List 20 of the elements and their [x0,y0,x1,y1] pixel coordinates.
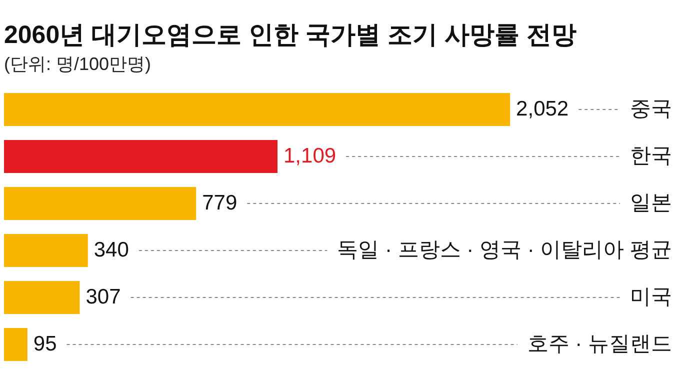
y-tick-label: 일본 [630,192,672,214]
data-label: 307 [86,286,121,308]
data-label: 2,052 [516,98,569,120]
bar [4,234,88,267]
y-tick-label: 독일 · 프랑스 · 영국 · 이탈리아 평균 [337,238,672,262]
bar [4,328,28,361]
y-tick-label: 중국 [630,98,672,120]
data-label: 340 [94,238,129,262]
y-tick-label: 호주 · 뉴질랜드 [527,332,672,356]
chart-subtitle: (단위: 명/100만명) [4,54,152,74]
y-tick-label: 미국 [630,286,672,308]
chart-title: 2060년 대기오염으로 인한 국가별 조기 사망률 전망 [4,21,576,49]
data-label: 95 [33,332,57,356]
y-tick-label: 한국 [630,144,672,168]
bar [4,140,278,173]
bar [4,281,80,314]
bar [4,93,510,126]
bar [4,187,196,220]
data-label: 1,109 [284,144,336,168]
data-label: 779 [202,192,238,214]
